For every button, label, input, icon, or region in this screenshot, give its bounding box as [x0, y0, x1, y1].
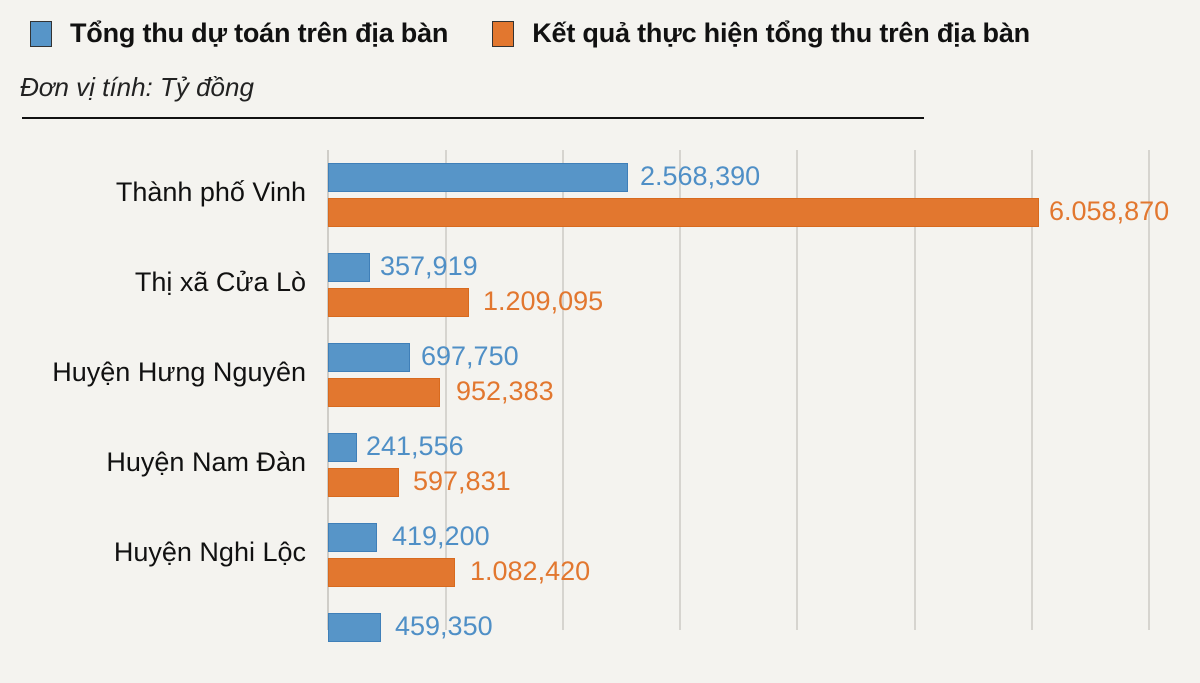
category-label: Huyện Nam Đàn [106, 447, 306, 477]
legend-label: Kết quả thực hiện tổng thu trên địa bàn [532, 18, 1030, 48]
value-label-actual: 1.082,420 [470, 556, 591, 586]
bar-budget [328, 163, 628, 192]
legend: Tổng thu dự toán trên địa bàn Kết quả th… [30, 18, 1074, 49]
gridline [1148, 150, 1150, 630]
bar-actual [328, 198, 1039, 227]
value-label-budget: 357,919 [380, 251, 478, 281]
bar-group: Thị xã Cửa Lò 357,919 1.209,095 [0, 251, 1200, 323]
value-label-actual: 6.058,870 [1049, 196, 1170, 226]
bar-group: Huyện Nam Đàn 241,556 597,831 [0, 431, 1200, 503]
gridline [679, 150, 681, 630]
bar-group: Thành phố Vinh 2.568,390 6.058,870 [0, 161, 1200, 233]
category-label: Thành phố Vinh [115, 177, 306, 207]
value-label-budget: 419,200 [392, 521, 490, 551]
category-label: Thị xã Cửa Lò [134, 267, 306, 297]
bar-budget [328, 433, 357, 462]
gridline [445, 150, 447, 630]
value-label-actual: 597,831 [413, 466, 511, 496]
category-label: Huyện Hưng Nguyên [52, 357, 306, 387]
bar-actual [328, 468, 399, 497]
value-label-budget: 2.568,390 [640, 161, 761, 191]
bar-group: Huyện Hưng Nguyên 697,750 952,383 [0, 341, 1200, 413]
value-label-budget: 697,750 [421, 341, 519, 371]
bar-actual [328, 378, 440, 407]
bar-budget [328, 613, 381, 642]
legend-item-budget: Tổng thu dự toán trên địa bàn [30, 18, 448, 49]
divider [22, 117, 924, 119]
legend-item-actual: Kết quả thực hiện tổng thu trên địa bàn [492, 18, 1030, 49]
gridline [796, 150, 798, 630]
bar-budget [328, 253, 370, 282]
value-label-budget: 241,556 [366, 431, 464, 461]
value-label-budget: 459,350 [395, 611, 493, 641]
bar-budget [328, 523, 377, 552]
gridline [914, 150, 916, 630]
value-label-actual: 1.209,095 [483, 286, 604, 316]
unit-label: Đơn vị tính: Tỷ đồng [20, 72, 254, 102]
bar-group: Huyện Nghi Lộc 419,200 1.082,420 [0, 521, 1200, 593]
bar-actual [328, 558, 455, 587]
legend-swatch-orange [492, 20, 515, 47]
bar-chart: Thành phố Vinh 2.568,390 6.058,870 Thị x… [0, 150, 1200, 642]
legend-swatch-blue [30, 20, 52, 47]
bar-actual [328, 288, 469, 317]
bar-group: 459,350 [0, 611, 1200, 683]
gridline [562, 150, 564, 630]
bar-budget [328, 343, 410, 372]
gridline [1031, 150, 1033, 630]
category-label: Huyện Nghi Lộc [113, 537, 306, 567]
legend-label: Tổng thu dự toán trên địa bàn [70, 18, 449, 48]
value-label-actual: 952,383 [456, 376, 554, 406]
